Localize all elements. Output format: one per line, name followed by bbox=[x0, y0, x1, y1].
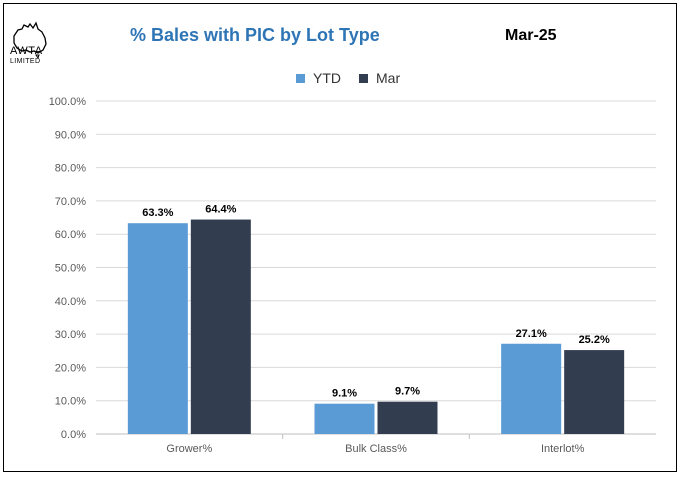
y-tick-label: 100.0% bbox=[49, 96, 87, 108]
bar-ytd bbox=[314, 403, 375, 434]
data-label: 27.1% bbox=[516, 328, 547, 340]
period-label: Mar-25 bbox=[505, 27, 557, 44]
legend-label-mar: Mar bbox=[376, 70, 401, 86]
y-tick-label: 20.0% bbox=[55, 362, 86, 374]
x-tick-label: Grower% bbox=[166, 443, 212, 455]
legend-label-ytd: YTD bbox=[313, 70, 341, 86]
x-tick-label: Interlot% bbox=[541, 443, 585, 455]
y-tick-label: 80.0% bbox=[55, 163, 86, 175]
legend-swatch-ytd bbox=[296, 73, 305, 83]
logo-sub: LIMITED bbox=[10, 58, 41, 65]
y-tick-label: 30.0% bbox=[55, 329, 86, 341]
y-tick-label: 90.0% bbox=[55, 129, 86, 141]
data-label: 9.1% bbox=[332, 388, 357, 400]
y-tick-label: 50.0% bbox=[55, 263, 86, 275]
chart-legend: YTD Mar bbox=[296, 70, 418, 86]
data-label: 63.3% bbox=[142, 207, 173, 219]
y-tick-label: 60.0% bbox=[55, 229, 86, 241]
australia-map-logo-icon bbox=[13, 21, 47, 60]
bar-mar bbox=[377, 401, 438, 434]
bar-mar bbox=[564, 350, 625, 434]
logo-name: AWTA bbox=[10, 45, 43, 57]
data-label: 9.7% bbox=[395, 386, 420, 398]
bar-mar bbox=[190, 219, 251, 434]
y-tick-label: 40.0% bbox=[55, 296, 86, 308]
chart-title: % Bales with PIC by Lot Type bbox=[130, 25, 380, 45]
bar-ytd bbox=[127, 223, 188, 434]
y-tick-label: 0.0% bbox=[61, 429, 86, 441]
chart-frame bbox=[3, 3, 677, 472]
bar-ytd bbox=[501, 343, 562, 434]
data-label: 64.4% bbox=[205, 204, 236, 216]
logo-wordmark: AWTA LIMITED bbox=[10, 46, 43, 66]
y-tick-label: 10.0% bbox=[55, 396, 86, 408]
x-tick-label: Bulk Class% bbox=[345, 443, 407, 455]
legend-item-mar: Mar bbox=[359, 70, 400, 86]
y-tick-label: 70.0% bbox=[55, 196, 86, 208]
legend-swatch-mar bbox=[359, 73, 368, 83]
legend-item-ytd: YTD bbox=[296, 70, 341, 86]
data-label: 25.2% bbox=[579, 334, 610, 346]
